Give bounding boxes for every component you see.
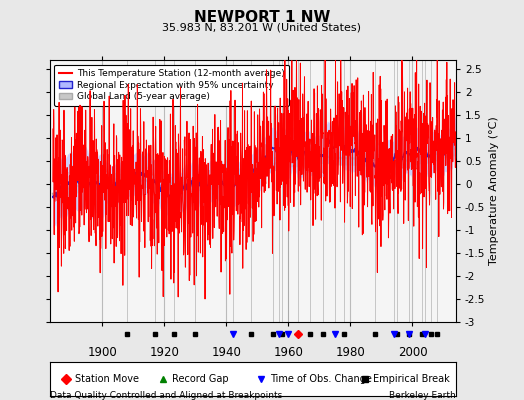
Legend: This Temperature Station (12-month average), Regional Expectation with 95% uncer: This Temperature Station (12-month avera… — [54, 64, 289, 106]
Y-axis label: Temperature Anomaly (°C): Temperature Anomaly (°C) — [489, 117, 499, 265]
Text: NEWPORT 1 NW: NEWPORT 1 NW — [194, 10, 330, 25]
Text: 2000: 2000 — [398, 346, 427, 358]
Text: Berkeley Earth: Berkeley Earth — [389, 391, 456, 400]
Text: Time of Obs. Change: Time of Obs. Change — [270, 374, 372, 384]
Text: Station Move: Station Move — [75, 374, 139, 384]
Text: 1960: 1960 — [274, 346, 303, 358]
Text: 1940: 1940 — [212, 346, 242, 358]
Text: Empirical Break: Empirical Break — [374, 374, 450, 384]
Text: 1920: 1920 — [149, 346, 179, 358]
Text: 1900: 1900 — [88, 346, 117, 358]
Text: Data Quality Controlled and Aligned at Breakpoints: Data Quality Controlled and Aligned at B… — [50, 391, 282, 400]
Text: 1980: 1980 — [335, 346, 365, 358]
Text: Record Gap: Record Gap — [172, 374, 229, 384]
Text: 35.983 N, 83.201 W (United States): 35.983 N, 83.201 W (United States) — [162, 22, 362, 32]
